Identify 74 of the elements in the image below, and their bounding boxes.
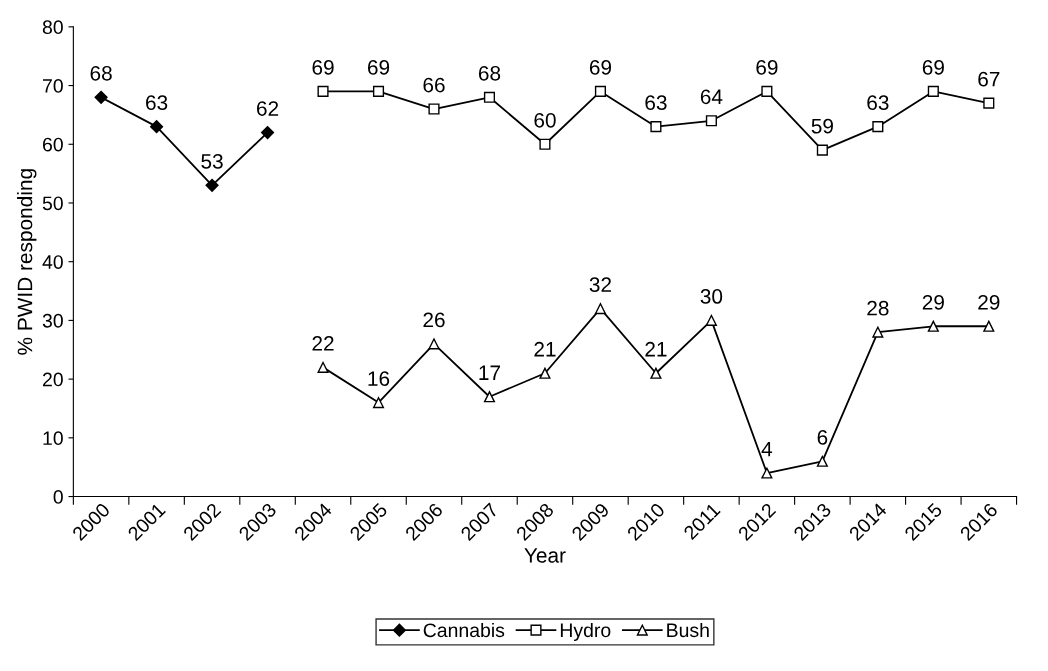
data-label: 60 — [534, 112, 556, 128]
point — [428, 338, 440, 350]
data-label: 53 — [201, 153, 223, 169]
point — [94, 90, 108, 104]
data-label: 16 — [368, 371, 390, 386]
point — [539, 367, 551, 379]
legend-label: Bush — [667, 622, 709, 638]
data-label: 29 — [978, 294, 1000, 310]
y-tick-label: 80 — [42, 20, 63, 35]
data-label: 21 — [645, 341, 667, 357]
data-label: 67 — [978, 71, 1000, 87]
data-label: 64 — [700, 89, 723, 105]
point — [761, 467, 773, 479]
point — [149, 120, 164, 134]
point — [816, 144, 828, 156]
y-tick-label: 0 — [53, 490, 63, 504]
y-tick-label: 10 — [43, 431, 63, 446]
y-tick-label: 30 — [42, 313, 63, 328]
point — [705, 115, 717, 127]
data-label: 69 — [589, 60, 612, 75]
data-label: 69 — [756, 60, 778, 75]
data-label: 32 — [589, 277, 611, 293]
data-label: 22 — [312, 336, 334, 351]
point — [872, 326, 884, 338]
point — [260, 125, 275, 140]
data-label: 69 — [922, 60, 944, 75]
data-label: 59 — [811, 118, 833, 134]
data-label: 62 — [257, 101, 279, 116]
data-label: 29 — [922, 294, 944, 310]
data-label: 63 — [867, 95, 889, 111]
point — [372, 85, 385, 97]
data-label: 63 — [645, 95, 667, 111]
point — [872, 121, 884, 133]
y-tick-label: 40 — [42, 255, 63, 269]
point — [317, 85, 329, 97]
data-label: 17 — [479, 365, 501, 380]
point — [927, 320, 939, 332]
data-label: 68 — [90, 65, 112, 81]
data-label: 28 — [867, 300, 889, 316]
point — [539, 138, 551, 150]
point — [983, 320, 995, 332]
point — [983, 97, 995, 109]
point — [317, 361, 329, 373]
legend-label: Cannabis — [423, 622, 505, 638]
point — [205, 178, 219, 192]
data-label: 26 — [423, 312, 445, 328]
point — [705, 314, 717, 326]
data-label: 69 — [312, 60, 334, 75]
y-tick-label: 60 — [43, 137, 63, 152]
data-label: 68 — [478, 65, 501, 81]
point — [428, 103, 440, 115]
data-label: 66 — [423, 77, 445, 93]
point — [927, 85, 939, 97]
data-label: 21 — [534, 341, 556, 357]
data-label: 69 — [367, 60, 390, 75]
point — [650, 121, 662, 133]
data-label: 6 — [817, 429, 828, 445]
data-label: 63 — [146, 95, 168, 111]
data-label: 30 — [700, 289, 723, 304]
y-axis-title: % PWID responding — [17, 169, 37, 355]
y-tick-label: 70 — [43, 79, 63, 93]
data-label: 4 — [761, 441, 773, 457]
point — [816, 455, 828, 467]
point — [650, 367, 662, 379]
point — [594, 85, 606, 97]
x-axis-title: Year — [524, 548, 566, 563]
y-tick-label: 20 — [42, 372, 63, 387]
point — [594, 303, 606, 315]
y-tick-label: 50 — [42, 196, 63, 211]
point — [372, 397, 385, 409]
point — [761, 85, 773, 97]
legend-label: Hydro — [560, 622, 611, 642]
point — [483, 91, 496, 103]
point — [483, 391, 496, 403]
